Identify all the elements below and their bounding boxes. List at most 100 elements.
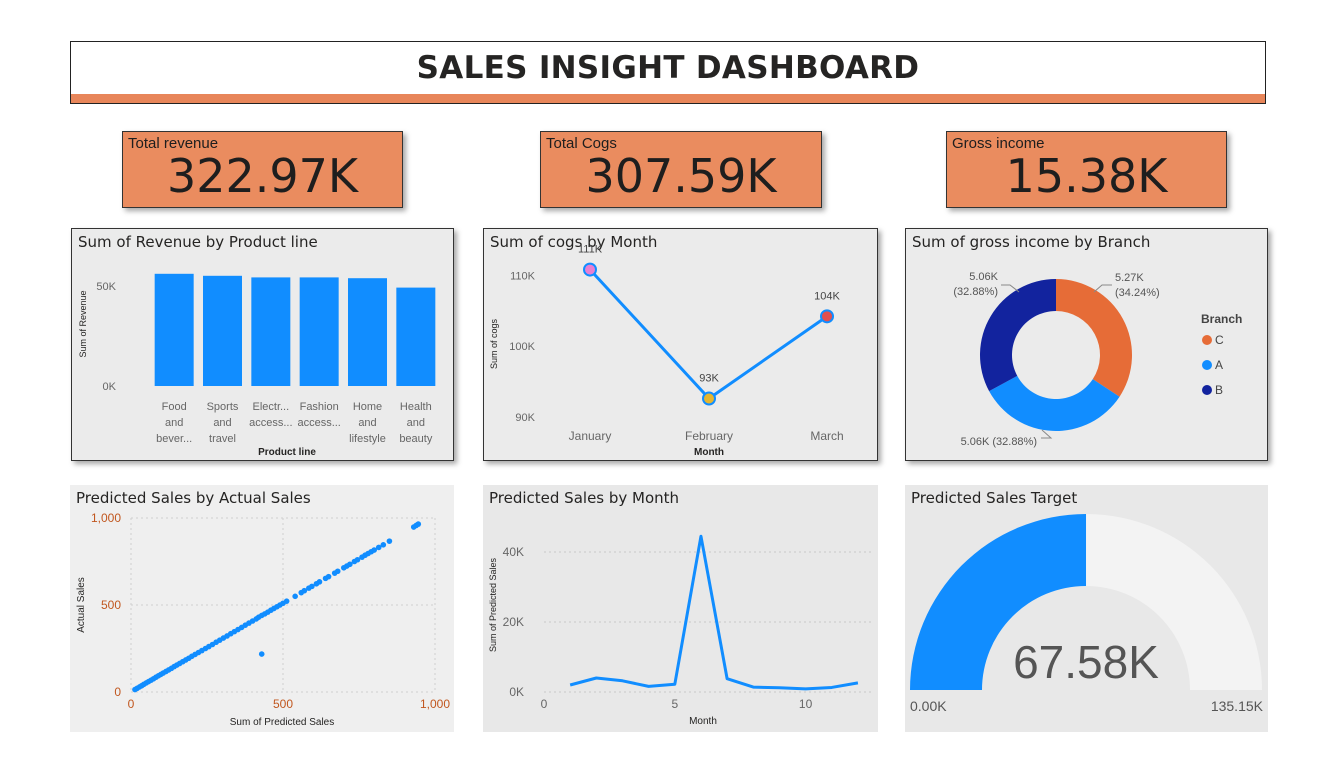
chart-title: Predicted Sales by Actual Sales	[76, 489, 311, 507]
legend-label: B	[1215, 383, 1223, 397]
x-tick-label-line: Food	[162, 401, 187, 413]
revenue-by-product-line-chart[interactable]: Sum of Revenue by Product line 0K 50K Sum …	[71, 228, 454, 461]
data-label: 5.06K	[969, 271, 998, 283]
bar	[396, 287, 436, 386]
leader-line	[1093, 284, 1112, 293]
x-tick-label-line: Fashion	[300, 401, 339, 413]
y-axis-label: Sum of Revenue	[78, 290, 88, 357]
predicted-vs-actual-chart[interactable]: Predicted Sales by Actual Sales 0 500 1,00…	[70, 485, 454, 732]
x-tick-label-line: and	[213, 417, 231, 429]
gross-income-by-branch-chart[interactable]: Sum of gross income by Branch 5.27K (34.2…	[905, 228, 1268, 461]
scatter-point	[283, 598, 290, 604]
bar	[299, 277, 339, 386]
y-tick-label: 90K	[515, 412, 535, 424]
pie-slice	[989, 375, 1120, 431]
bar	[154, 273, 194, 386]
y-tick-label: 0K	[509, 685, 524, 699]
legend-marker	[1202, 360, 1212, 370]
x-tick-label: 10	[799, 697, 813, 711]
chart-title: Predicted Sales by Month	[489, 489, 680, 507]
kpi-value: 307.59K	[585, 149, 777, 203]
line-chart-svg: 90K 100K 110K Sum of cogs 111K January 93K Febr…	[489, 244, 844, 458]
scatter-point	[415, 521, 422, 527]
scatter-point	[258, 651, 265, 657]
legend-marker	[1202, 385, 1212, 395]
scatter-point	[354, 556, 361, 563]
x-tick-label: 0	[128, 697, 135, 711]
scatter-point	[380, 541, 387, 548]
x-tick-label-line: Sports	[207, 401, 239, 413]
predicted-sales-by-month-chart[interactable]: Predicted Sales by Month 0K 20K 40K 0 5 10 Sum…	[483, 485, 878, 732]
scatter-point	[309, 583, 315, 590]
kpi-value: 322.97K	[166, 149, 359, 203]
data-point	[702, 391, 716, 406]
gauge-fill	[910, 514, 1087, 690]
x-tick-label: 5	[671, 697, 678, 711]
gauge-max-label: 135.15K	[1211, 698, 1264, 714]
scatter-point	[325, 573, 332, 580]
gauge-chart-svg: 67.58K 0.00K 135.15K	[910, 514, 1264, 714]
predicted-sales-target-gauge[interactable]: Predicted Sales Target 67.58K 0.00K 135.15…	[905, 485, 1268, 732]
chart-title: Sum of gross income by Branch	[912, 233, 1151, 251]
chart-title: Sum of cogs by Month	[490, 233, 658, 251]
legend-marker	[1202, 335, 1212, 345]
x-tick-label: Home and lifestyle	[349, 401, 386, 445]
x-tick-label-line: bever...	[156, 433, 192, 445]
scatter-point	[371, 547, 378, 553]
kpi-label: Total revenue	[128, 135, 219, 152]
gauge-value: 67.58K	[1013, 636, 1159, 688]
x-axis-label: Month	[689, 716, 717, 727]
x-tick-label-line: and	[165, 417, 183, 429]
scatter-point	[334, 568, 341, 575]
x-tick-label-line: and	[358, 417, 376, 429]
x-tick-label: 1,000	[420, 697, 450, 711]
x-tick-label: February	[685, 429, 733, 443]
bar-chart-svg: 0K 50K Sum of Revenue Food and bever... Sports…	[78, 273, 436, 458]
x-tick-label: Sports and travel	[207, 401, 239, 445]
x-tick-label-line: Home	[353, 401, 382, 413]
chart-title: Sum of Revenue by Product line	[78, 233, 318, 251]
x-tick-label-line: travel	[209, 433, 236, 445]
kpi-card-total-revenue[interactable]: Total revenue 322.97K	[122, 131, 403, 208]
kpi-card-total-cogs[interactable]: Total Cogs 307.59K	[540, 131, 822, 208]
data-label: 5.27K	[1115, 272, 1144, 284]
bar	[251, 277, 291, 386]
y-tick-label: 500	[101, 598, 121, 612]
legend-label: C	[1215, 333, 1224, 347]
series-line	[569, 534, 859, 691]
kpi-label: Gross income	[952, 135, 1045, 152]
y-axis-label: Sum of cogs	[489, 318, 499, 369]
x-tick-label-line: Electr...	[252, 401, 289, 413]
x-tick-label: Food and bever...	[156, 401, 192, 445]
data-label: 111K	[578, 244, 603, 256]
cogs-by-month-chart[interactable]: Sum of cogs by Month 90K 100K 110K Sum of c…	[483, 228, 878, 461]
data-point	[583, 262, 597, 277]
y-tick-label: 20K	[503, 615, 524, 629]
x-tick-label-line: access...	[297, 417, 340, 429]
x-tick-label: 500	[273, 697, 293, 711]
scatter-point	[292, 593, 298, 600]
kpi-card-gross-income[interactable]: Gross income 15.38K	[946, 131, 1227, 208]
header-accent-bar	[71, 94, 1265, 103]
y-axis-label: Sum of Predicted Sales	[488, 557, 498, 652]
pie-slice	[980, 279, 1056, 392]
scatter-point	[375, 544, 382, 551]
y-tick-label: 50K	[96, 281, 116, 293]
x-tick-label: January	[569, 429, 612, 443]
x-tick-label-line: lifestyle	[349, 433, 386, 445]
x-tick-label-line: and	[407, 417, 425, 429]
data-label: 5.06K (32.88%)	[961, 436, 1037, 448]
x-tick-label-line: beauty	[399, 433, 433, 445]
y-tick-label: 1,000	[91, 511, 121, 525]
leader-line	[1041, 429, 1053, 439]
x-tick-label-line: Health	[400, 401, 432, 413]
bar	[348, 278, 387, 386]
dashboard-header: SALES INSIGHT DASHBOARD	[70, 41, 1266, 104]
x-tick-label: Health and beauty	[399, 401, 433, 445]
x-axis-label: Month	[694, 447, 724, 458]
scatter-point	[301, 587, 308, 594]
chart-title: Predicted Sales Target	[911, 489, 1078, 507]
y-axis-label: Actual Sales	[76, 577, 87, 633]
x-tick-label: Fashion access...	[297, 401, 340, 429]
scatter-point	[386, 538, 393, 544]
